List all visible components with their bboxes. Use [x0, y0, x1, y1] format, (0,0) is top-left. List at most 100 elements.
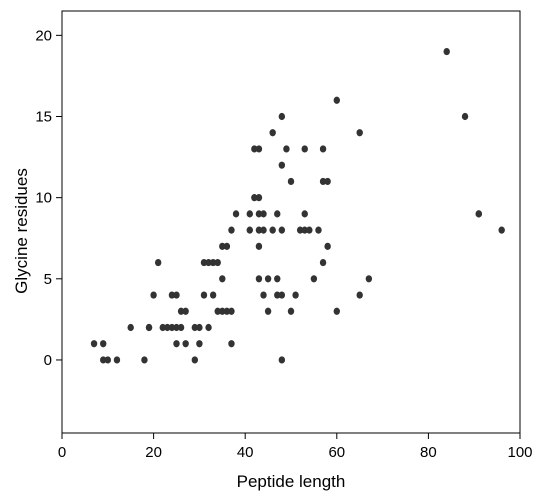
data-point	[278, 161, 286, 169]
data-point	[278, 356, 286, 364]
data-point	[264, 307, 272, 315]
data-point	[356, 291, 363, 299]
data-point	[255, 194, 263, 202]
y-axis-label: Glycine residues	[12, 168, 31, 294]
data-point	[264, 275, 272, 283]
data-point	[223, 242, 231, 250]
data-point	[306, 226, 313, 234]
data-point	[310, 275, 318, 283]
data-point	[278, 226, 286, 234]
data-point	[228, 340, 235, 348]
data-point	[177, 323, 185, 332]
data-point	[113, 356, 121, 364]
data-point	[255, 226, 263, 234]
x-axis: 0 20 40 60 80 100	[58, 433, 533, 461]
data-point	[219, 242, 226, 250]
data-point	[315, 226, 322, 234]
data-point	[260, 226, 267, 234]
x-tick-label: 20	[145, 444, 162, 461]
y-tick-label: 10	[35, 190, 52, 207]
data-point	[296, 226, 304, 234]
data-point	[246, 226, 253, 234]
data-point	[278, 291, 286, 299]
data-point	[100, 340, 107, 348]
y-tick-label: 5	[44, 271, 52, 288]
data-point	[255, 275, 263, 283]
data-point	[90, 340, 98, 348]
y-tick-label: 0	[44, 352, 52, 369]
data-point	[168, 323, 176, 332]
data-point	[209, 291, 217, 299]
data-point	[205, 258, 212, 267]
y-axis: 0 5 10 15 20	[35, 27, 62, 369]
data-point	[475, 210, 482, 218]
data-point	[274, 275, 281, 283]
data-point	[301, 145, 308, 153]
x-axis-label: Peptide length	[237, 472, 346, 491]
data-point	[251, 145, 258, 153]
data-point	[196, 340, 203, 348]
data-point	[173, 323, 180, 332]
data-point	[251, 194, 258, 202]
data-point	[255, 210, 263, 218]
data-point	[260, 210, 267, 218]
data-point	[274, 291, 281, 299]
data-point	[260, 291, 267, 299]
data-point	[319, 145, 327, 153]
data-point	[127, 323, 134, 332]
data-point	[196, 323, 203, 332]
data-point	[274, 210, 281, 218]
plot-frame	[61, 10, 521, 434]
data-point	[333, 96, 340, 104]
data-point	[141, 356, 148, 364]
data-point	[324, 242, 331, 250]
data-point	[287, 307, 295, 315]
x-tick-label: 80	[420, 444, 437, 461]
data-point	[200, 291, 208, 299]
data-point	[278, 112, 286, 121]
data-point	[182, 307, 189, 315]
data-point	[443, 47, 450, 56]
data-point	[100, 356, 107, 364]
data-point	[173, 340, 180, 348]
data-point	[191, 323, 199, 332]
data-points	[90, 47, 505, 364]
data-point	[219, 275, 226, 283]
y-tick-label: 15	[35, 109, 52, 126]
data-point	[228, 226, 235, 234]
data-point	[461, 112, 469, 121]
data-point	[269, 226, 276, 234]
data-point	[498, 226, 505, 234]
data-point	[301, 226, 308, 234]
x-tick-label: 60	[328, 444, 345, 461]
data-point	[255, 145, 263, 153]
data-point	[269, 129, 276, 137]
data-point	[159, 323, 166, 332]
data-point	[356, 129, 363, 137]
x-tick-label: 40	[237, 444, 254, 461]
data-point	[223, 307, 231, 315]
data-point	[154, 258, 162, 267]
data-point	[232, 210, 240, 218]
data-point	[104, 356, 112, 364]
data-point	[150, 291, 157, 299]
data-point	[333, 307, 340, 315]
data-point	[200, 258, 208, 267]
data-point	[319, 177, 327, 186]
data-point	[246, 210, 253, 218]
data-point	[324, 177, 331, 186]
data-point	[214, 307, 221, 315]
data-point	[292, 291, 299, 299]
data-point	[228, 307, 235, 315]
y-tick-label: 20	[35, 27, 52, 44]
x-tick-label: 0	[58, 444, 66, 461]
data-point	[168, 291, 176, 299]
data-point	[182, 340, 189, 348]
data-point	[145, 323, 153, 332]
data-point	[173, 291, 180, 299]
data-point	[177, 307, 185, 315]
data-point	[319, 258, 327, 267]
x-tick-label: 100	[507, 444, 532, 461]
data-point	[301, 210, 308, 218]
